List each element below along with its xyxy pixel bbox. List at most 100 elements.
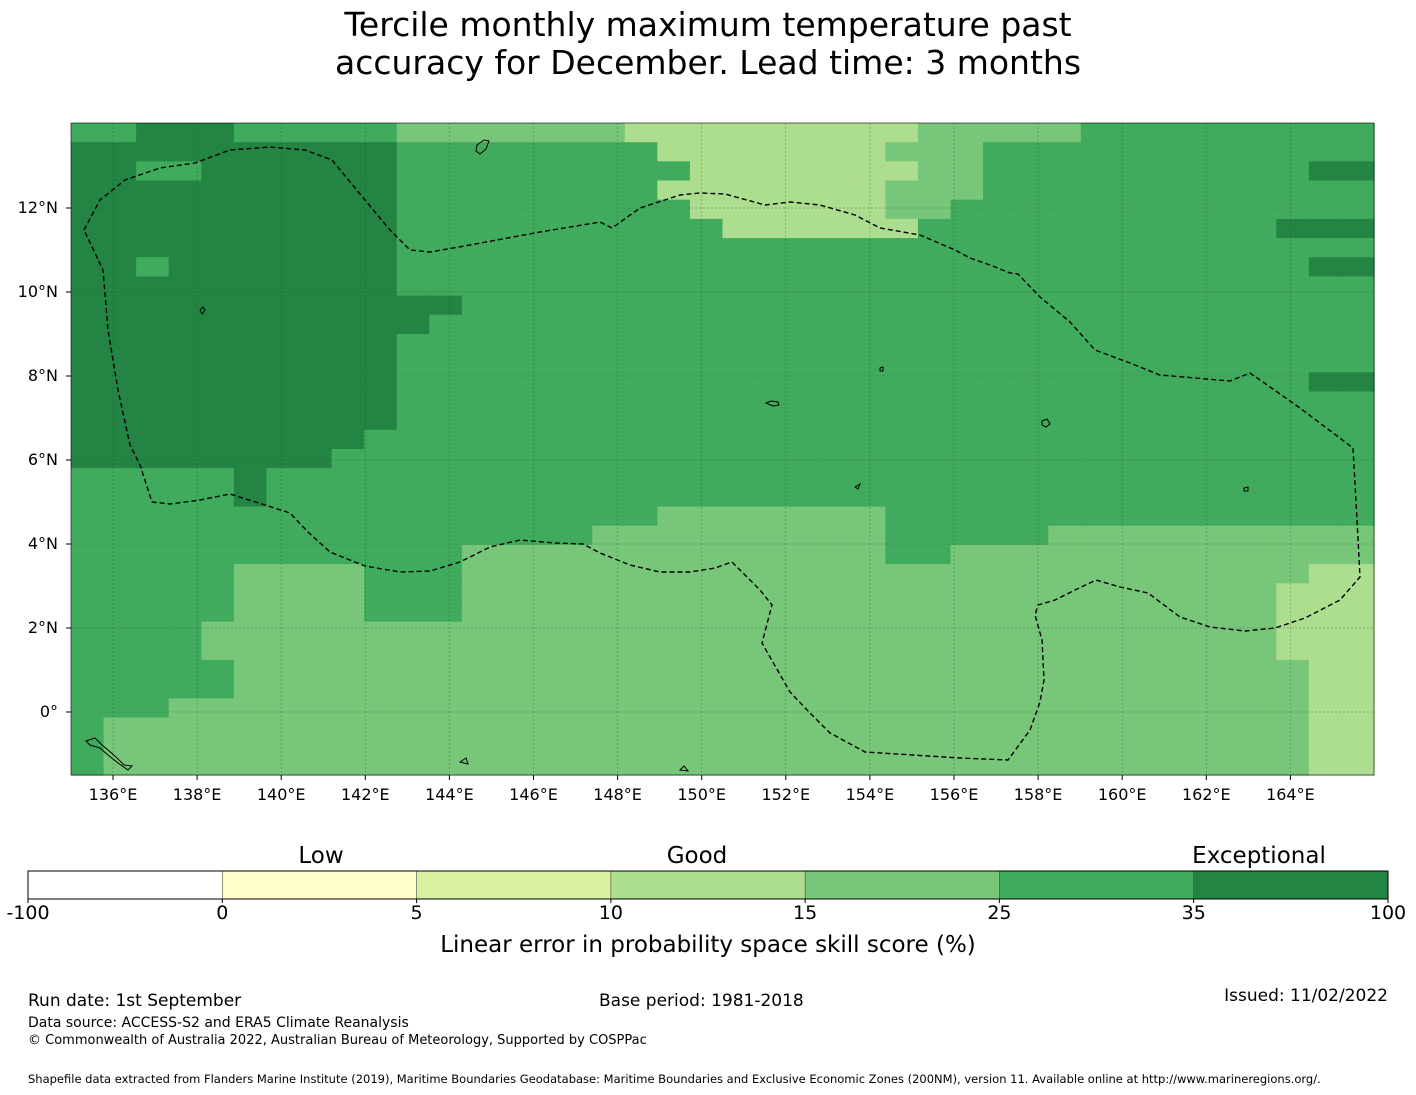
grid-cell	[233, 180, 268, 201]
grid-cell	[266, 333, 300, 354]
grid-cell	[1243, 295, 1277, 316]
grid-cell	[429, 123, 463, 143]
grid-cell	[1211, 429, 1245, 450]
grid-cell	[592, 314, 626, 335]
grid-cell	[1243, 333, 1277, 354]
grid-cell	[689, 372, 724, 393]
grid-cell	[461, 123, 496, 143]
grid-cell	[1276, 755, 1310, 776]
grid-cell	[1308, 199, 1343, 220]
island-outlines	[85, 139, 1249, 772]
grid-cell	[527, 410, 561, 431]
skill-grid	[71, 123, 1375, 776]
lat-label: 6°N	[27, 450, 58, 469]
grid-cell	[429, 659, 463, 680]
grid-cell	[266, 257, 300, 278]
grid-cell	[331, 717, 365, 738]
grid-cell	[559, 583, 593, 604]
grid-cell	[331, 161, 365, 182]
grid-cell	[1276, 736, 1310, 757]
grid-cell	[494, 468, 528, 488]
grid-cell	[624, 257, 658, 278]
grid-cell	[1015, 679, 1049, 699]
grid-cell	[983, 180, 1017, 201]
grid-cell	[299, 602, 333, 623]
grid-cell	[1341, 736, 1375, 757]
grid-cell	[429, 295, 463, 316]
grid-cell	[527, 218, 561, 239]
grid-cell	[950, 640, 984, 661]
grid-cell	[364, 180, 398, 201]
grid-cell	[233, 199, 268, 220]
grid-cell	[755, 180, 789, 201]
grid-cell	[1211, 276, 1245, 297]
grid-cell	[494, 314, 528, 335]
grid-cell	[983, 161, 1017, 182]
grid-cell	[820, 449, 854, 469]
grid-cell	[917, 640, 952, 661]
grid-cell	[755, 468, 789, 488]
grid-cell	[461, 218, 496, 239]
grid-cell	[1015, 717, 1049, 738]
grid-cell	[1243, 621, 1277, 642]
grid-cell	[429, 238, 463, 258]
grid-cell	[103, 314, 137, 335]
grid-cell	[950, 621, 984, 642]
grid-cell	[950, 353, 984, 373]
grid-cell	[1308, 353, 1343, 373]
grid-cell	[1243, 238, 1277, 258]
grid-cell	[1080, 564, 1115, 584]
title-line-1: Tercile monthly maximum temperature past	[344, 5, 1072, 44]
grid-cell	[689, 314, 724, 335]
grid-cell	[527, 487, 561, 508]
grid-cell	[201, 353, 235, 373]
grid-cell	[917, 180, 952, 201]
grid-cell	[1145, 564, 1180, 584]
grid-cell	[201, 276, 235, 297]
grid-cell	[592, 123, 626, 143]
grid-cell	[1080, 257, 1115, 278]
grid-cell	[624, 295, 658, 316]
grid-cell	[1308, 123, 1343, 143]
grid-cell	[722, 372, 756, 393]
grid-cell	[1341, 180, 1375, 201]
grid-cell	[624, 142, 658, 162]
grid-cell	[820, 429, 854, 450]
grid-cell	[657, 602, 691, 623]
grid-cell	[1015, 506, 1049, 527]
grid-cell	[1178, 238, 1212, 258]
grid-cell	[1276, 180, 1310, 201]
grid-cell	[1243, 717, 1277, 738]
grid-cell	[168, 372, 202, 393]
grid-cell	[1243, 180, 1277, 201]
grid-cell	[852, 525, 886, 546]
grid-cell	[1276, 717, 1310, 738]
grid-cell	[787, 161, 821, 182]
grid-cell	[201, 295, 235, 316]
grid-cell	[624, 199, 658, 220]
grid-cell	[1341, 238, 1375, 258]
grid-cell	[1145, 659, 1180, 680]
grid-cell	[1341, 353, 1375, 373]
grid-cell	[364, 410, 398, 431]
grid-cell	[1048, 372, 1082, 393]
grid-cell	[755, 487, 789, 508]
grid-cell	[527, 621, 561, 642]
grid-cell	[852, 295, 886, 316]
grid-cell	[1080, 123, 1115, 143]
grid-cell	[299, 583, 333, 604]
grid-cell	[917, 564, 952, 584]
grid-cell	[852, 161, 886, 182]
grid-cell	[494, 142, 528, 162]
lon-label: 144°E	[425, 785, 474, 804]
grid-cell	[494, 736, 528, 757]
grid-cell	[429, 429, 463, 450]
grid-cell	[429, 180, 463, 201]
grid-cell	[852, 372, 886, 393]
grid-cell	[592, 199, 626, 220]
grid-cell	[852, 698, 886, 719]
grid-cell	[657, 276, 691, 297]
grid-cell	[689, 717, 724, 738]
grid-cell	[201, 391, 235, 412]
grid-cell	[299, 659, 333, 680]
